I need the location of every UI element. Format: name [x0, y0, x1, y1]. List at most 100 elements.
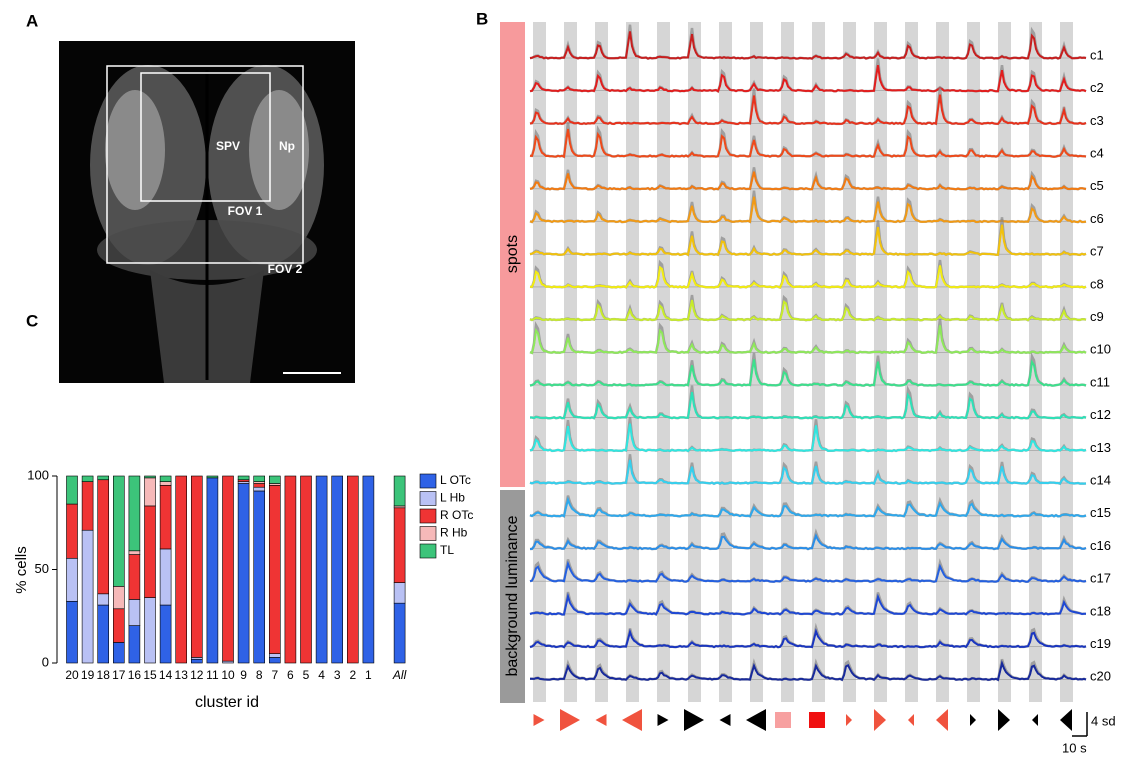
bar-segment — [144, 477, 156, 507]
legend-label: R Hb — [440, 526, 468, 540]
panel-label: C — [26, 311, 38, 330]
stimulus-icon — [998, 709, 1010, 731]
bar-segment — [237, 475, 250, 481]
x-tick-label: 6 — [287, 668, 294, 682]
stimulus-column — [657, 22, 670, 702]
bar-segment — [144, 505, 156, 598]
cluster-label: c16 — [1090, 538, 1111, 553]
x-tick-label: 14 — [159, 668, 173, 682]
bar-chart: 0 50 100 20 19 18 17 16 15 14 13 12 11 10 9 8 7 6 5 4 3 2 1 All… — [27, 467, 473, 682]
region-label: Np — [279, 139, 295, 153]
bar-segment — [268, 485, 281, 654]
scale-label: 4 sd — [1091, 713, 1116, 728]
bar-segment — [175, 475, 187, 664]
cluster-label: c19 — [1090, 636, 1111, 651]
bar-segment — [113, 475, 125, 587]
cluster-label: c17 — [1090, 571, 1111, 586]
cluster-label: c11 — [1090, 374, 1110, 389]
x-tick-label: 3 — [334, 668, 341, 682]
bar-segment — [128, 550, 141, 555]
trace — [529, 592, 1087, 616]
cluster-label: c2 — [1090, 80, 1104, 95]
panel-label: A — [26, 11, 38, 30]
x-tick-label: 12 — [190, 668, 204, 682]
x-tick-label: 15 — [143, 668, 157, 682]
legend-swatch — [419, 473, 437, 489]
bar-segment — [253, 483, 265, 488]
cluster-label: c9 — [1090, 309, 1104, 324]
bar-segment — [97, 593, 109, 606]
trace — [529, 628, 1087, 649]
y-tick-label: 100 — [27, 467, 49, 482]
bar-segment — [253, 490, 265, 664]
legend-label: TL — [440, 543, 454, 557]
stimulus-column — [967, 22, 980, 702]
cluster-label: c1 — [1090, 47, 1104, 62]
x-axis-label: cluster id — [195, 694, 259, 711]
bar-segment — [128, 475, 141, 552]
fov-label: FOV 1 — [228, 204, 263, 218]
stimulus-icon — [809, 712, 825, 728]
trace — [529, 299, 1087, 322]
stimulus-icon — [622, 709, 642, 731]
bar-segment — [253, 486, 265, 492]
trace — [529, 496, 1087, 518]
stimulus-icon — [775, 712, 791, 728]
stimulus-icon — [1060, 709, 1072, 731]
stimulus-icon — [684, 709, 704, 731]
trace — [529, 325, 1087, 355]
group-label: spots — [504, 235, 521, 273]
fov-label: FOV 2 — [268, 262, 303, 276]
trace — [529, 224, 1087, 257]
bar-segment — [81, 475, 94, 482]
bar-segment — [315, 475, 328, 664]
group-label: background luminance — [504, 515, 521, 676]
x-tick-label: 4 — [318, 668, 325, 682]
group-bar — [500, 490, 525, 703]
panel-label: B — [476, 9, 488, 28]
bar-segment — [81, 481, 94, 531]
cluster-label: c10 — [1090, 342, 1111, 357]
x-tick-label: 2 — [349, 668, 356, 682]
stimulus-icon — [970, 714, 976, 726]
x-tick-label: 13 — [175, 668, 189, 682]
stimulus-column — [688, 22, 701, 702]
cluster-label: c3 — [1090, 113, 1104, 128]
bar-segment — [159, 481, 172, 486]
bar-segment — [393, 507, 406, 583]
bar-segment — [159, 604, 172, 664]
x-tick-label: 1 — [365, 668, 372, 682]
stimulus-icon — [657, 714, 669, 726]
stimulus-column — [533, 22, 546, 702]
stimulus-column — [936, 22, 949, 702]
legend-swatch — [419, 491, 437, 506]
stimulus-column — [564, 22, 577, 702]
bar-segment — [113, 586, 125, 610]
stimulus-icon — [560, 709, 580, 731]
cluster-label: c13 — [1090, 440, 1111, 455]
cluster-label: c18 — [1090, 603, 1111, 618]
group-bar — [500, 22, 525, 487]
x-tick-label: 16 — [128, 668, 142, 682]
stimulus-icon — [719, 714, 731, 726]
trace — [529, 459, 1087, 485]
bar-segment — [346, 475, 359, 664]
bar-segment — [268, 653, 281, 658]
bar-segment — [206, 475, 219, 479]
cluster-label: c7 — [1090, 244, 1104, 259]
bar-segment — [128, 554, 141, 600]
stimulus-column — [874, 22, 887, 702]
stimulus-icon — [908, 714, 914, 726]
bar-segment — [66, 475, 78, 505]
stimulus-column — [626, 22, 639, 702]
stimulus-column — [1060, 22, 1073, 702]
cluster-label: c12 — [1090, 407, 1111, 422]
stimulus-column — [905, 22, 918, 702]
bar-segment — [66, 557, 78, 602]
legend-label: R OTc — [440, 508, 473, 522]
trace — [529, 196, 1087, 224]
legend-label: L Hb — [440, 491, 465, 505]
stimulus-icon — [936, 709, 948, 731]
trace — [529, 128, 1087, 159]
y-tick-label: 50 — [35, 561, 49, 576]
